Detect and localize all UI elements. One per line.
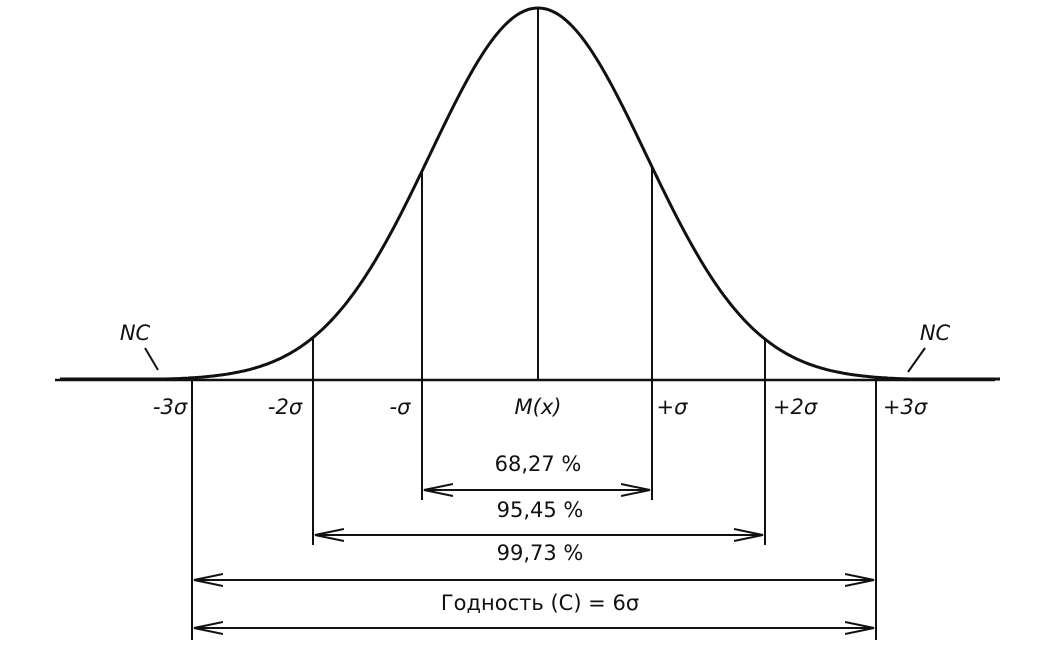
axis-label: -3σ: [153, 395, 188, 419]
axis-label: -σ: [390, 395, 412, 419]
axis-label: +3σ: [883, 395, 928, 419]
interval-label: 95,45 %: [497, 498, 584, 522]
guides: [144, 8, 926, 640]
interval-label: 68,27 %: [495, 452, 582, 476]
axis-label: -2σ: [268, 395, 303, 419]
axis-label: +2σ: [773, 395, 818, 419]
tail-label: NC: [920, 321, 951, 345]
leader: [144, 347, 159, 371]
normal-curve: [60, 6, 1000, 381]
leader: [907, 347, 926, 373]
axis-label: +σ: [657, 395, 689, 419]
capability-label: Годность (C) = 6σ: [441, 591, 639, 615]
axis-label: M(x): [515, 395, 562, 419]
interval-label: 99,73 %: [497, 541, 584, 565]
tail-label: NC: [120, 321, 151, 345]
